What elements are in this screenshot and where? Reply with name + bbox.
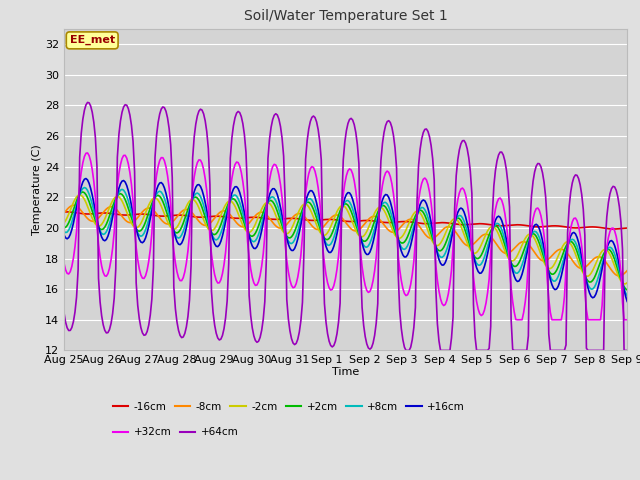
-2cm (131, 224, 138, 230)
+32cm (248, 275, 256, 280)
-2cm (258, 206, 266, 212)
Title: Soil/Water Temperature Set 1: Soil/Water Temperature Set 1 (244, 10, 447, 24)
+64cm (84, 99, 92, 105)
+2cm (79, 189, 86, 195)
+2cm (308, 203, 316, 209)
Line: +32cm: +32cm (64, 153, 627, 320)
+16cm (308, 188, 316, 193)
+32cm (595, 317, 603, 323)
+64cm (308, 114, 316, 120)
+32cm (230, 167, 237, 173)
-8cm (623, 268, 631, 274)
-2cm (230, 201, 237, 206)
X-axis label: Time: Time (332, 367, 359, 377)
+16cm (230, 186, 237, 192)
Line: +2cm: +2cm (64, 192, 627, 290)
-16cm (248, 215, 256, 220)
Line: +8cm: +8cm (64, 188, 627, 296)
+8cm (60, 228, 68, 234)
+8cm (623, 293, 631, 299)
-16cm (63, 209, 71, 215)
-8cm (593, 254, 601, 260)
+8cm (593, 277, 601, 283)
-8cm (230, 216, 237, 222)
-16cm (230, 215, 237, 221)
-2cm (248, 227, 256, 233)
+16cm (131, 218, 138, 224)
-16cm (609, 226, 617, 232)
+16cm (258, 228, 266, 234)
-2cm (623, 280, 631, 286)
+8cm (131, 221, 138, 227)
Line: -16cm: -16cm (64, 212, 627, 229)
+64cm (248, 325, 256, 331)
+16cm (623, 299, 631, 304)
+64cm (230, 123, 237, 129)
Y-axis label: Temperature (C): Temperature (C) (32, 144, 42, 235)
+8cm (230, 192, 237, 198)
-8cm (60, 210, 68, 216)
Legend: +32cm, +64cm: +32cm, +64cm (109, 423, 243, 442)
Text: EE_met: EE_met (70, 35, 115, 46)
+64cm (595, 348, 603, 353)
+8cm (81, 185, 88, 191)
-8cm (616, 273, 623, 279)
+2cm (248, 233, 256, 239)
Line: +16cm: +16cm (64, 179, 627, 301)
-16cm (308, 217, 316, 223)
-16cm (60, 209, 68, 215)
+8cm (308, 197, 316, 203)
Line: -8cm: -8cm (64, 205, 627, 276)
+2cm (230, 196, 237, 202)
-2cm (76, 192, 84, 198)
+32cm (513, 317, 521, 323)
+64cm (258, 327, 266, 333)
+16cm (593, 287, 601, 292)
-8cm (308, 223, 316, 228)
+32cm (60, 260, 68, 266)
-2cm (593, 257, 601, 263)
-2cm (60, 220, 68, 226)
+16cm (60, 232, 68, 238)
-16cm (131, 212, 138, 217)
Line: -2cm: -2cm (64, 195, 627, 284)
+32cm (258, 264, 266, 269)
+2cm (258, 214, 266, 220)
-16cm (623, 225, 631, 231)
+2cm (623, 287, 631, 293)
+64cm (60, 310, 68, 316)
+32cm (308, 164, 316, 169)
+64cm (402, 348, 410, 353)
+8cm (248, 238, 256, 244)
+16cm (248, 243, 256, 249)
+2cm (131, 223, 138, 229)
+16cm (82, 176, 90, 181)
+2cm (593, 267, 601, 273)
-2cm (308, 210, 316, 216)
-16cm (258, 215, 266, 221)
+8cm (258, 221, 266, 227)
Line: +64cm: +64cm (64, 102, 627, 350)
-16cm (593, 224, 601, 230)
+64cm (623, 348, 631, 353)
+32cm (84, 150, 92, 156)
+64cm (131, 169, 138, 175)
-8cm (258, 209, 266, 215)
-8cm (70, 203, 77, 208)
+32cm (623, 317, 631, 323)
+2cm (60, 225, 68, 231)
-8cm (131, 218, 138, 224)
-2cm (620, 281, 628, 287)
-8cm (248, 216, 256, 222)
+32cm (131, 228, 138, 233)
